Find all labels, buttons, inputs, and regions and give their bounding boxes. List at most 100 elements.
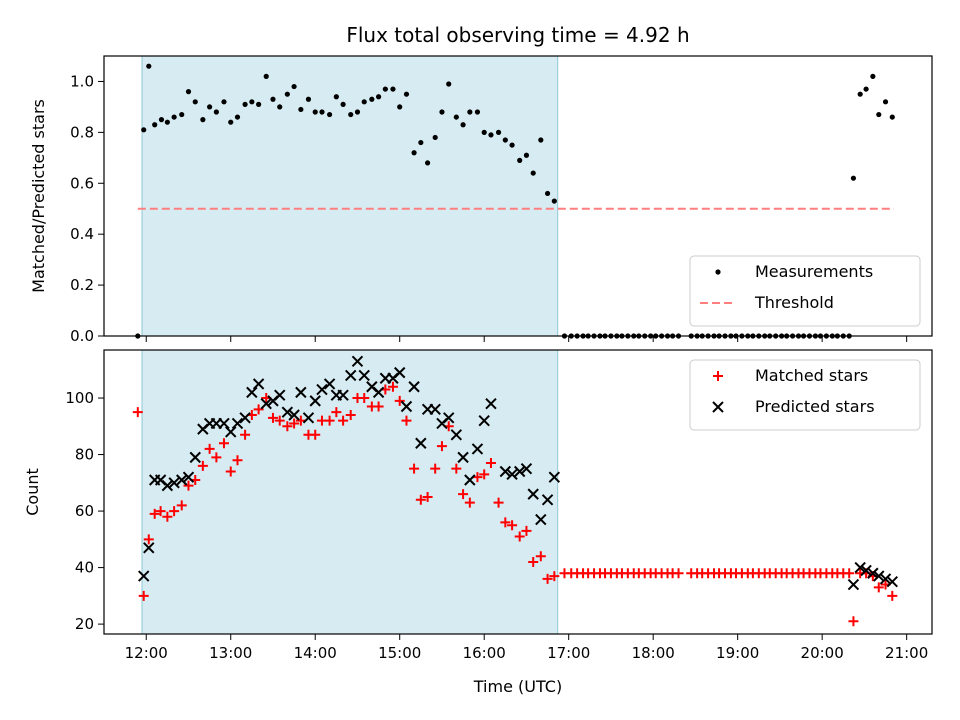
data-point (544, 190, 551, 197)
data-point (887, 590, 898, 601)
data-point (474, 109, 481, 115)
data-point (298, 106, 304, 113)
data-point (359, 393, 370, 404)
data-point (528, 556, 539, 567)
data-point (507, 520, 518, 531)
data-point (183, 480, 194, 491)
data-point (500, 517, 511, 528)
data-point (231, 417, 244, 430)
data-point (415, 437, 427, 449)
legend-label: Threshold (754, 293, 834, 312)
data-point (277, 104, 283, 110)
data-point (182, 471, 195, 483)
data-point (535, 551, 546, 562)
data-point (310, 429, 321, 440)
data-point (520, 462, 533, 475)
data-point (879, 573, 892, 585)
data-point (246, 386, 258, 399)
data-point (234, 114, 241, 120)
legend-label: Predicted stars (755, 397, 875, 416)
data-point (472, 472, 483, 483)
data-point (467, 109, 473, 115)
data-point (464, 497, 475, 508)
data-point (274, 389, 286, 401)
data-point (207, 104, 213, 110)
data-point (382, 86, 388, 92)
data-point (161, 479, 174, 492)
data-point (218, 417, 230, 430)
legend-label: Measurements (755, 262, 873, 281)
data-point (138, 590, 149, 601)
data-point (309, 395, 321, 407)
x-tick-label: 19:00 (716, 644, 759, 662)
data-point (390, 86, 396, 92)
data-point (409, 463, 420, 474)
data-point (260, 397, 272, 410)
data-point (171, 114, 177, 120)
legend-marker (713, 371, 723, 381)
data-point (323, 378, 336, 390)
data-point (267, 412, 278, 423)
data-point (348, 111, 354, 118)
data-point (369, 96, 375, 102)
data-point (189, 451, 201, 464)
data-point (443, 412, 455, 424)
data-point (867, 567, 879, 579)
data-point (345, 409, 356, 420)
data-point (541, 494, 554, 506)
data-point (345, 369, 357, 382)
y-tick-label: 0.6 (70, 174, 94, 192)
data-point (549, 571, 560, 582)
data-point (430, 463, 441, 474)
data-point (143, 542, 155, 554)
data-point (521, 525, 532, 536)
data-point (326, 111, 333, 118)
data-point (457, 451, 469, 464)
data-point (218, 438, 229, 449)
x-tick-label: 14:00 (294, 644, 337, 662)
data-point (850, 175, 857, 181)
data-point (478, 414, 490, 427)
legend-box (689, 255, 921, 327)
data-point (422, 491, 433, 502)
data-point (514, 531, 525, 542)
data-point (471, 443, 484, 455)
data-point (152, 122, 158, 128)
data-point (458, 489, 469, 500)
data-point (401, 415, 412, 426)
data-point (288, 409, 300, 421)
data-point (316, 383, 328, 396)
data-point (263, 73, 269, 79)
data-point (403, 91, 410, 97)
data-point (225, 426, 237, 438)
data-point (502, 137, 508, 143)
data-point (530, 170, 536, 176)
data-point (239, 412, 251, 424)
data-point (270, 96, 276, 102)
data-point (481, 129, 487, 135)
data-point (509, 142, 515, 148)
data-point (847, 578, 860, 591)
data-point (143, 534, 154, 545)
data-point (394, 366, 406, 379)
data-point (535, 513, 547, 526)
y-tick-label: 0.4 (70, 225, 94, 243)
data-point (358, 369, 370, 382)
data-point (375, 94, 382, 100)
x-tick-label: 18:00 (632, 644, 675, 662)
data-point (179, 111, 185, 118)
data-point (860, 564, 872, 577)
data-point (192, 99, 198, 105)
bottom-panel-count: 20 40 60 80 100 12:00 13:00 14:00 15:00 16:00 17:0… (23, 349, 933, 662)
x-axis-label: Time (UTC) (473, 677, 562, 696)
data-point (400, 400, 413, 413)
data-point (249, 99, 255, 105)
y-tick-label: 100 (65, 389, 94, 407)
data-point (387, 381, 398, 392)
y-tick-label: 80 (75, 446, 94, 464)
x-tick-label: 21:00 (885, 644, 928, 662)
data-point (225, 466, 236, 477)
legend-marker (712, 401, 724, 413)
data-point (429, 403, 441, 416)
data-point (548, 471, 561, 483)
